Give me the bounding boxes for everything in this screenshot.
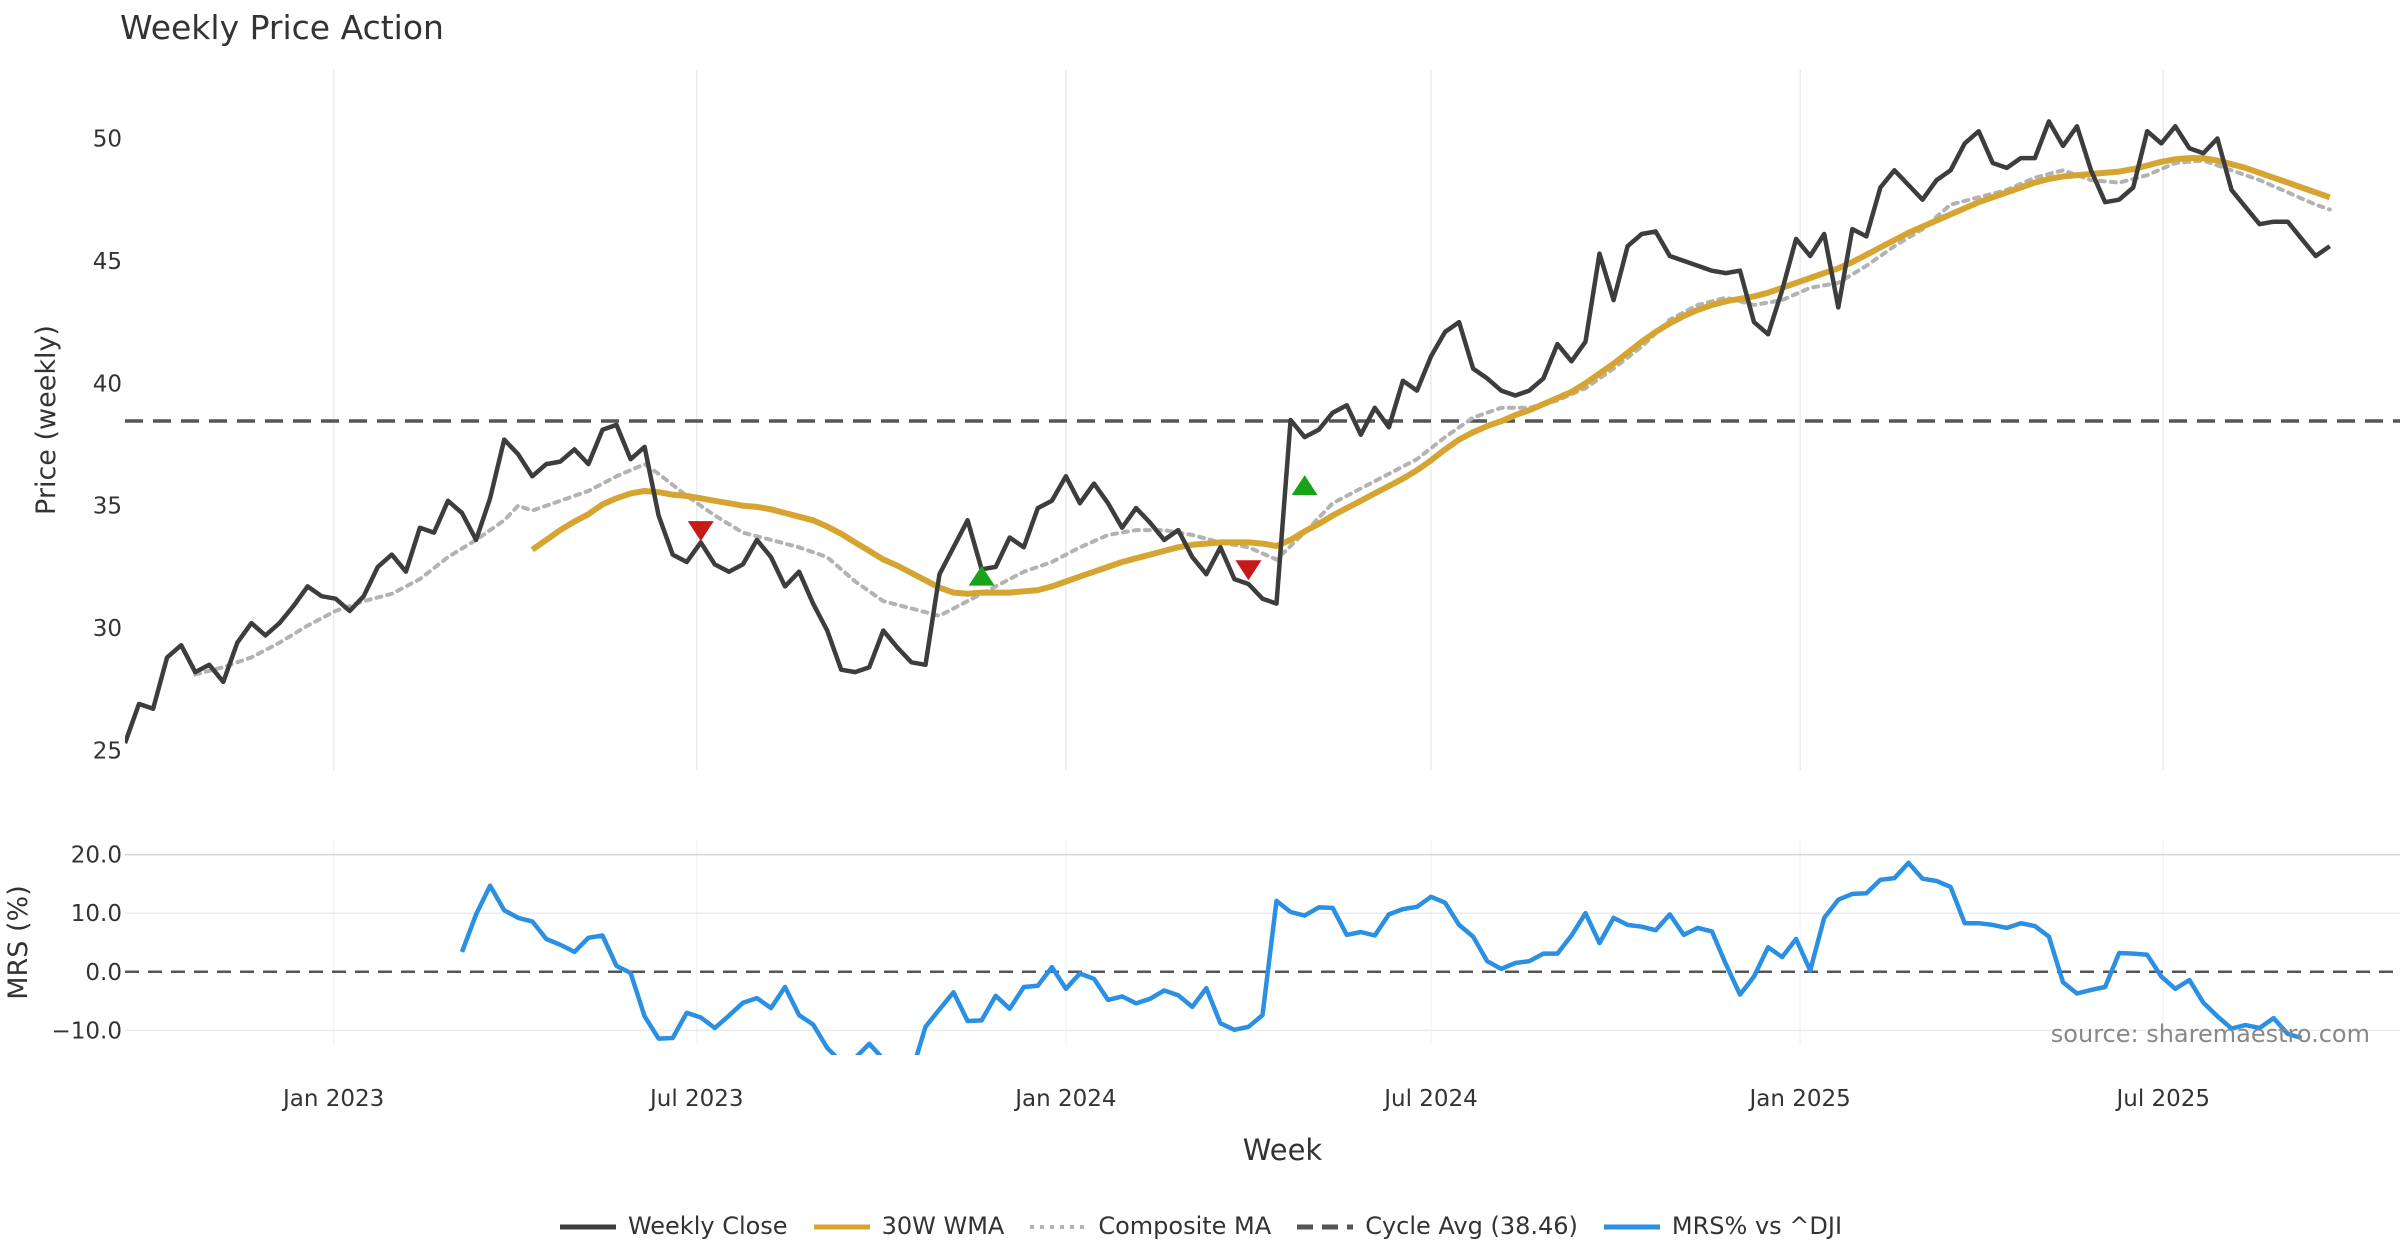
buy-signal-marker xyxy=(968,565,995,586)
chart-title: Weekly Price Action xyxy=(120,8,444,47)
price-y-tick-label: 30 xyxy=(93,616,122,642)
mrs-plot-area xyxy=(125,860,2400,1055)
x-tick-label: Jan 2025 xyxy=(1747,1086,1850,1112)
buy-signal-marker xyxy=(1291,475,1318,496)
price-plot-area xyxy=(125,119,2400,744)
x-tick-label: Jul 2025 xyxy=(2114,1086,2210,1112)
weekly-close-line xyxy=(125,119,2332,744)
legend-item: Weekly Close xyxy=(558,1212,788,1240)
price-y-tick-label: 25 xyxy=(93,738,122,764)
price-y-tick-label: 40 xyxy=(93,371,122,397)
price-y-tick-label: 50 xyxy=(93,127,122,153)
x-tick-label: Jan 2023 xyxy=(281,1086,384,1112)
x-tick-label: Jan 2024 xyxy=(1013,1086,1116,1112)
legend-label: 30W WMA xyxy=(881,1212,1005,1240)
price-y-tick-label: 35 xyxy=(93,494,122,520)
legend-label: Weekly Close xyxy=(627,1212,788,1240)
x-tick-label: Jul 2024 xyxy=(1382,1086,1478,1112)
wma-30w-line xyxy=(530,155,2331,597)
legend-label: Composite MA xyxy=(1098,1212,1272,1240)
legend-label: MRS% vs ^DJI xyxy=(1671,1212,1843,1240)
mrs-y-tick-label: 10.0 xyxy=(71,901,122,927)
legend-swatch xyxy=(1030,1225,1087,1229)
mrs-y-tick-label: 0.0 xyxy=(85,960,122,986)
legend-swatch xyxy=(559,1224,616,1230)
legend-label: Cycle Avg (38.46) xyxy=(1365,1212,1578,1240)
legend-item: Composite MA xyxy=(1028,1212,1271,1240)
sell-signal-marker xyxy=(687,521,714,542)
composite-ma-line xyxy=(193,158,2332,677)
mrs-y-axis-label: MRS (%) xyxy=(3,885,34,1000)
mrs-y-tick-label: 20.0 xyxy=(71,843,122,869)
source-attribution: source: sharemaestro.com xyxy=(2050,1020,2370,1048)
mrs-line xyxy=(459,860,2303,1055)
legend-item: MRS% vs ^DJI xyxy=(1602,1212,1842,1240)
price-y-tick-label: 45 xyxy=(93,249,122,275)
x-axis-label: Week xyxy=(1243,1133,1323,1167)
legend-swatch xyxy=(1297,1224,1354,1230)
legend-swatch xyxy=(1603,1224,1660,1230)
legend-swatch xyxy=(813,1224,870,1230)
x-tick-label: Jul 2023 xyxy=(648,1086,744,1112)
legend-item: 30W WMA xyxy=(812,1212,1005,1240)
sell-signal-marker xyxy=(1235,560,1262,581)
chart-legend: Weekly Close 30W WMA Composite MA Cycle Avg… xyxy=(0,1212,2400,1240)
price-y-axis-label: Price (weekly) xyxy=(31,325,62,515)
legend-item: Cycle Avg (38.46) xyxy=(1295,1212,1578,1240)
mrs-y-tick-label: −10.0 xyxy=(52,1018,122,1044)
